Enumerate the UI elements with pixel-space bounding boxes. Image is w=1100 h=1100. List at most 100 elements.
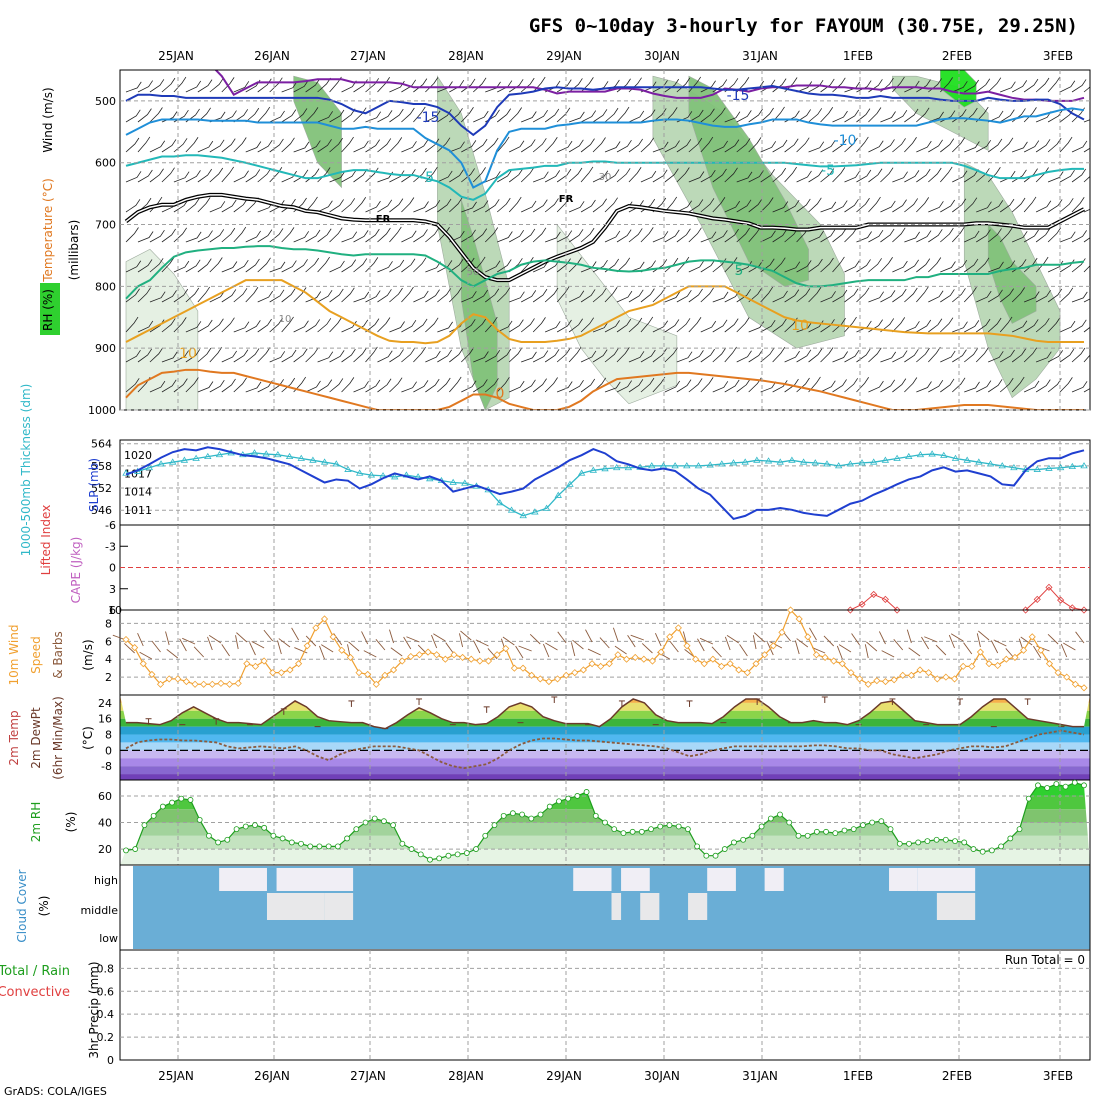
wind-speed-marker xyxy=(950,675,959,683)
wind-barb xyxy=(389,108,404,123)
wind-barb xyxy=(1059,108,1074,123)
rh-marker xyxy=(602,819,608,826)
wind-barb xyxy=(1083,175,1090,183)
wind-barb xyxy=(844,288,859,303)
upper-tick-label: 1000 xyxy=(88,404,116,417)
wind-barb xyxy=(916,197,930,213)
rh-marker xyxy=(546,803,553,810)
top-date-label: 25JAN xyxy=(158,49,194,63)
wind-barb xyxy=(940,289,955,303)
wind-barb xyxy=(616,347,630,363)
wind-barb xyxy=(1071,79,1087,93)
wind-barb xyxy=(293,80,309,93)
wind-barb xyxy=(509,291,525,303)
wind-barb xyxy=(473,138,488,153)
rh-marker xyxy=(998,843,1004,850)
rh-marker xyxy=(390,822,397,829)
wind-barb xyxy=(484,316,498,333)
wind-barb xyxy=(712,107,726,123)
rh-marker xyxy=(592,812,599,819)
ylabel-temperature: Temperature (°C) xyxy=(41,178,55,283)
top-date-label: 26JAN xyxy=(254,49,290,63)
wind-tick-label: 6 xyxy=(105,635,112,648)
wind-barb xyxy=(820,168,835,183)
wind-barb xyxy=(329,260,345,273)
wind-barb xyxy=(904,137,917,153)
wind-barb xyxy=(939,166,953,183)
wind-barb xyxy=(209,379,225,393)
wind-barb xyxy=(161,111,178,123)
wind-speed-marker xyxy=(355,669,363,677)
wind-barb xyxy=(640,170,657,183)
wind-barb xyxy=(916,140,932,153)
wind-barb xyxy=(688,109,704,123)
contour-label: 5 xyxy=(735,263,744,279)
wind-barb xyxy=(712,319,728,333)
wind-barb xyxy=(628,289,644,303)
wind-barb xyxy=(796,288,811,303)
wind-barb xyxy=(341,348,356,363)
footer-credit: GrADS: COLA/IGES xyxy=(4,1085,107,1098)
wind-barb xyxy=(269,167,283,183)
rh-marker xyxy=(473,846,479,852)
isotherm-0 xyxy=(125,245,1085,300)
wind-barb xyxy=(975,78,991,93)
wind-barb xyxy=(329,109,345,123)
rh-marker xyxy=(509,810,516,817)
wind-barb xyxy=(772,229,788,243)
wind-barb xyxy=(544,377,558,393)
cloud-clear-cell xyxy=(640,893,660,920)
wind-barb-10m xyxy=(697,638,705,652)
wind-barb xyxy=(892,199,907,213)
thickness-marker xyxy=(764,457,773,464)
wind-barb xyxy=(125,316,139,333)
wind-barb xyxy=(904,198,919,213)
wind-barb xyxy=(281,288,296,303)
wind-barb xyxy=(377,378,392,393)
wind-barb-10m xyxy=(669,640,679,653)
thickness-marker xyxy=(122,469,130,476)
wind-barb-10m xyxy=(881,650,895,658)
rh-marker xyxy=(786,819,793,826)
wind-barb xyxy=(928,318,943,333)
wind-barb xyxy=(329,137,343,153)
wind-barb xyxy=(173,288,189,303)
wind-barb xyxy=(580,289,596,303)
wind-barb xyxy=(604,169,620,183)
wind-barb xyxy=(892,138,906,153)
wind-barb xyxy=(461,380,477,393)
wind-speed-marker xyxy=(338,646,346,654)
wind-barb xyxy=(137,169,153,183)
wind-barb xyxy=(628,317,643,333)
thickness-marker xyxy=(344,465,352,472)
thickness-marker xyxy=(554,491,562,498)
wind-barb xyxy=(389,198,404,213)
wind-barb xyxy=(712,381,729,393)
wind-barb xyxy=(904,108,919,123)
slp-tick-label: 1014 xyxy=(124,486,152,499)
wind-barb xyxy=(628,167,642,183)
wind-barb xyxy=(317,318,332,333)
wind-barb xyxy=(389,321,405,333)
wind-barb xyxy=(437,260,453,273)
wind-speed-marker xyxy=(692,655,700,663)
contour-label: -5 xyxy=(821,163,835,179)
wind-barb xyxy=(580,227,595,243)
wind-barb xyxy=(724,111,741,123)
wind-barb xyxy=(365,318,380,333)
wind-speed-marker xyxy=(786,606,795,614)
wind-barb xyxy=(233,321,250,333)
wind-barb xyxy=(748,198,763,213)
wind-barb xyxy=(1023,319,1039,333)
wind-barb xyxy=(640,109,656,123)
wind-barb xyxy=(413,201,429,213)
wind-barb xyxy=(796,81,813,93)
wind-barb xyxy=(963,197,978,213)
wind-barb xyxy=(760,169,775,183)
isotherm--15 xyxy=(125,85,1085,137)
wind-barb xyxy=(1023,257,1038,273)
wind-barb xyxy=(1059,320,1076,333)
wind-barb xyxy=(425,317,439,333)
ylabel-thickness: 1000-500mb Thickness (dm) xyxy=(19,384,33,557)
